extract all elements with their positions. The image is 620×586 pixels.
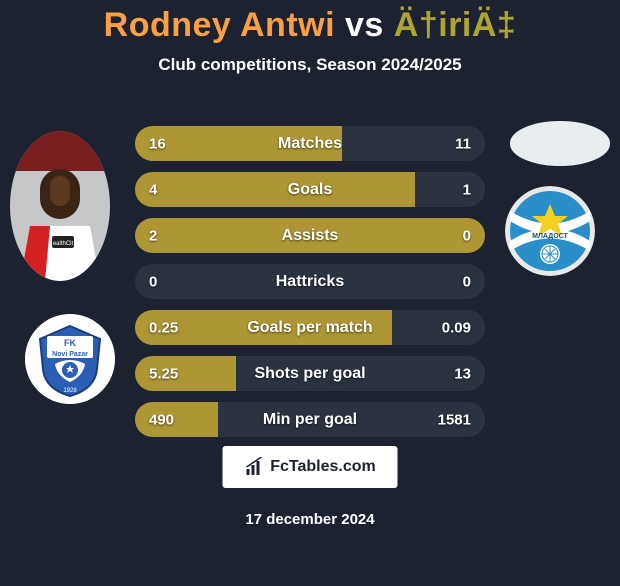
player2-club-badge: МЛАДОСТ: [505, 186, 595, 276]
subtitle: Club competitions, Season 2024/2025: [0, 55, 620, 75]
svg-text:ealthCit: ealthCit: [53, 241, 74, 247]
stat-label: Shots per goal: [135, 365, 485, 383]
stat-row: 20Assists: [135, 218, 485, 253]
chart-icon: [244, 457, 264, 477]
date-label: 17 december 2024: [0, 511, 620, 528]
stat-row: 00Hattricks: [135, 264, 485, 299]
player1-avatar: ealthCit: [10, 131, 110, 281]
stat-label: Goals per match: [135, 319, 485, 337]
stat-label: Hattricks: [135, 273, 485, 291]
stat-row: 4901581Min per goal: [135, 402, 485, 437]
fctables-watermark: FcTables.com: [223, 446, 398, 488]
stat-row: 0.250.09Goals per match: [135, 310, 485, 345]
page-title: Rodney Antwi vs Ä†iriÄ‡: [0, 6, 620, 45]
stat-label: Assists: [135, 227, 485, 245]
stat-label: Goals: [135, 181, 485, 199]
svg-text:Novi Pazar: Novi Pazar: [52, 351, 88, 358]
title-player1: Rodney Antwi: [104, 6, 335, 44]
stats-comparison: 1611Matches 41Goals 20Assists 00Hattricks 0.…: [135, 126, 485, 448]
player1-club-badge: FK Novi Pazar 1928: [25, 314, 115, 404]
stat-label: Min per goal: [135, 411, 485, 429]
stat-row: 1611Matches: [135, 126, 485, 161]
stat-label: Matches: [135, 135, 485, 153]
title-vs: vs: [345, 6, 384, 44]
svg-text:1928: 1928: [63, 388, 77, 394]
title-player2: Ä†iriÄ‡: [394, 6, 517, 44]
watermark-text: FcTables.com: [270, 458, 376, 476]
stat-row: 41Goals: [135, 172, 485, 207]
svg-text:FK: FK: [64, 338, 76, 348]
player2-avatar: [510, 121, 610, 166]
stat-row: 5.2513Shots per goal: [135, 356, 485, 391]
svg-text:МЛАДОСТ: МЛАДОСТ: [532, 233, 568, 240]
